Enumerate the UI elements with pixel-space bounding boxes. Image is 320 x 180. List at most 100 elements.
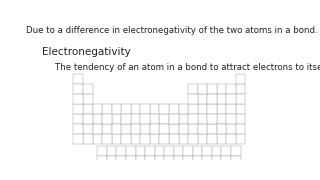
Bar: [102, 114, 112, 124]
Text: Due to a difference in electronegativity of the two atoms in a bond.: Due to a difference in electronegativity…: [26, 26, 317, 35]
Bar: [140, 134, 150, 144]
Bar: [131, 114, 140, 124]
Bar: [97, 146, 107, 156]
Bar: [169, 124, 179, 134]
Bar: [164, 156, 174, 166]
Bar: [179, 104, 188, 114]
Bar: [188, 134, 198, 144]
Bar: [179, 134, 188, 144]
Bar: [193, 146, 202, 156]
Bar: [236, 114, 245, 124]
Bar: [102, 134, 112, 144]
Bar: [121, 134, 131, 144]
Bar: [226, 104, 236, 114]
Bar: [83, 104, 92, 114]
Bar: [207, 124, 217, 134]
Bar: [97, 156, 107, 166]
Bar: [126, 146, 136, 156]
Bar: [159, 134, 169, 144]
Bar: [217, 124, 226, 134]
Bar: [136, 156, 145, 166]
Bar: [140, 124, 150, 134]
Bar: [83, 94, 92, 104]
Bar: [231, 156, 241, 166]
Bar: [136, 146, 145, 156]
Bar: [116, 156, 126, 166]
Bar: [202, 156, 212, 166]
Bar: [150, 124, 159, 134]
Bar: [179, 114, 188, 124]
Bar: [74, 94, 83, 104]
Bar: [174, 146, 183, 156]
Text: Electronegativity: Electronegativity: [43, 47, 131, 57]
Bar: [236, 74, 245, 84]
Bar: [198, 114, 207, 124]
Bar: [74, 104, 83, 114]
Bar: [74, 114, 83, 124]
Bar: [217, 134, 226, 144]
Bar: [74, 84, 83, 94]
Bar: [155, 146, 164, 156]
Bar: [221, 146, 231, 156]
Bar: [131, 124, 140, 134]
Bar: [74, 74, 83, 84]
Bar: [164, 146, 174, 156]
Bar: [207, 134, 217, 144]
Bar: [226, 134, 236, 144]
Bar: [183, 146, 193, 156]
Bar: [236, 124, 245, 134]
Bar: [83, 124, 92, 134]
Bar: [145, 146, 155, 156]
Bar: [121, 124, 131, 134]
Bar: [236, 134, 245, 144]
Bar: [174, 156, 183, 166]
Bar: [107, 146, 116, 156]
Bar: [74, 124, 83, 134]
Bar: [207, 94, 217, 104]
Bar: [92, 134, 102, 144]
Bar: [207, 84, 217, 94]
Bar: [150, 104, 159, 114]
Bar: [198, 84, 207, 94]
Bar: [112, 134, 121, 144]
Bar: [131, 104, 140, 114]
Bar: [92, 124, 102, 134]
Bar: [112, 114, 121, 124]
Bar: [131, 134, 140, 144]
Bar: [217, 94, 226, 104]
Bar: [188, 94, 198, 104]
Bar: [83, 114, 92, 124]
Bar: [236, 104, 245, 114]
Bar: [188, 104, 198, 114]
Bar: [188, 124, 198, 134]
Bar: [126, 156, 136, 166]
Bar: [121, 104, 131, 114]
Bar: [221, 156, 231, 166]
Bar: [217, 104, 226, 114]
Bar: [159, 124, 169, 134]
Bar: [198, 104, 207, 114]
Bar: [169, 114, 179, 124]
Bar: [179, 124, 188, 134]
Bar: [112, 104, 121, 114]
Bar: [83, 84, 92, 94]
Bar: [145, 156, 155, 166]
Bar: [102, 124, 112, 134]
Bar: [207, 104, 217, 114]
Text: The tendency of an atom in a bond to attract electrons to itself.: The tendency of an atom in a bond to att…: [55, 63, 320, 72]
Bar: [226, 94, 236, 104]
Bar: [212, 146, 221, 156]
Bar: [112, 124, 121, 134]
Bar: [198, 124, 207, 134]
Bar: [207, 114, 217, 124]
Bar: [236, 84, 245, 94]
Bar: [92, 104, 102, 114]
Bar: [107, 156, 116, 166]
Bar: [226, 84, 236, 94]
Bar: [83, 134, 92, 144]
Bar: [236, 94, 245, 104]
Bar: [202, 146, 212, 156]
Bar: [183, 156, 193, 166]
Bar: [226, 124, 236, 134]
Bar: [140, 104, 150, 114]
